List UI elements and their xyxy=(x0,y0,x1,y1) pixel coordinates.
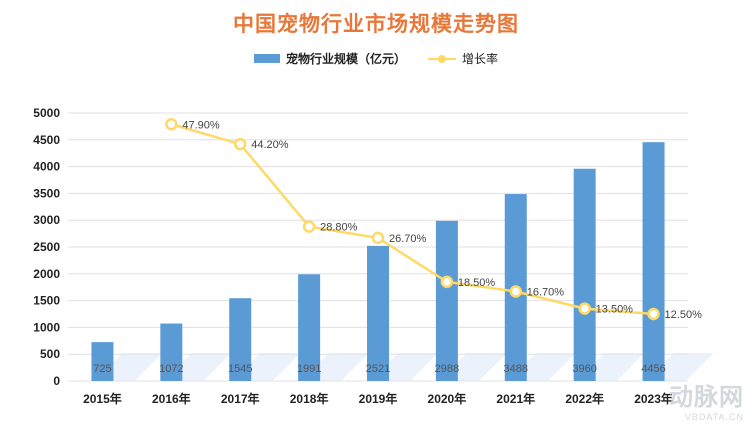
growth-rate-label: 28.80% xyxy=(320,222,358,234)
legend-line-label: 增长率 xyxy=(462,52,499,66)
x-tick-label: 2021年 xyxy=(496,391,535,406)
bar xyxy=(573,168,596,381)
y-tick-label: 3500 xyxy=(33,186,60,200)
growth-rate-label: 18.50% xyxy=(458,277,496,289)
x-tick-label: 2019年 xyxy=(359,391,398,406)
legend-bar-swatch xyxy=(253,54,280,63)
watermark-sub: VBDATA.CN xyxy=(684,412,744,422)
x-tick-label: 2020年 xyxy=(428,391,467,406)
bar-value-label: 2521 xyxy=(366,363,390,375)
y-tick-label: 1500 xyxy=(33,294,60,308)
growth-rate-point xyxy=(302,220,316,233)
y-tick-label: 2500 xyxy=(33,240,60,254)
x-tick-label: 2016年 xyxy=(152,391,191,406)
growth-rate-point xyxy=(578,302,591,315)
growth-rate-point xyxy=(440,275,454,289)
legend-item-line: 增长率 xyxy=(428,50,498,67)
y-tick-label: 0 xyxy=(53,374,60,388)
x-tick-label: 2022年 xyxy=(565,391,604,406)
bar xyxy=(229,298,252,381)
chart-legend: 宠物行业规模（亿元） 增长率 xyxy=(0,50,752,67)
bar-value-label: 725 xyxy=(93,363,111,375)
growth-rate-label: 16.70% xyxy=(527,286,565,298)
bar-value-label: 1072 xyxy=(159,363,183,375)
watermark-logo: 动脉网 VBDATA.CN xyxy=(669,377,744,422)
growth-rate-line xyxy=(170,123,654,316)
legend-item-bar: 宠物行业规模（亿元） xyxy=(253,50,406,67)
x-tick-label: 2015年 xyxy=(83,391,122,406)
growth-rate-label: 26.70% xyxy=(389,233,427,245)
bar-value-label: 1991 xyxy=(297,363,321,375)
y-tick-label: 3000 xyxy=(33,213,60,227)
x-tick-label: 2023年 xyxy=(634,391,673,406)
bar-value-label: 1545 xyxy=(228,363,252,375)
growth-rate-point xyxy=(509,285,523,298)
legend-bar-label: 宠物行业规模（亿元） xyxy=(285,52,406,66)
bar-value-label: 3488 xyxy=(504,363,528,375)
bar-value-label: 2988 xyxy=(435,363,459,375)
y-tick-label: 1000 xyxy=(33,320,60,334)
growth-rate-label: 47.90% xyxy=(182,119,220,131)
legend-line-swatch xyxy=(428,54,456,64)
growth-rate-point xyxy=(165,118,178,131)
growth-rate-point xyxy=(647,307,660,321)
bar xyxy=(298,274,321,381)
growth-rate-label: 12.50% xyxy=(665,309,703,321)
bar xyxy=(367,245,389,381)
y-tick-label: 2000 xyxy=(33,267,60,281)
bar xyxy=(642,142,665,381)
growth-rate-label: 44.20% xyxy=(251,139,289,151)
y-tick-label: 4500 xyxy=(33,133,60,147)
bar xyxy=(435,220,458,381)
y-tick-label: 4000 xyxy=(33,160,60,174)
growth-rate-point xyxy=(371,231,385,245)
growth-rate-point xyxy=(233,137,247,151)
bar xyxy=(91,342,114,381)
chart-title: 中国宠物行业市场规模走势图 xyxy=(233,13,519,36)
x-tick-label: 2018年 xyxy=(290,391,329,406)
y-tick-label: 500 xyxy=(40,347,60,361)
bar-value-label: 4456 xyxy=(641,363,665,375)
bar xyxy=(160,323,183,381)
bar-value-label: 3960 xyxy=(572,363,596,375)
y-tick-label: 5000 xyxy=(33,106,60,120)
x-tick-label: 2017年 xyxy=(221,391,260,406)
growth-rate-label: 13.50% xyxy=(596,304,634,316)
watermark-main: 动脉网 xyxy=(669,384,744,411)
